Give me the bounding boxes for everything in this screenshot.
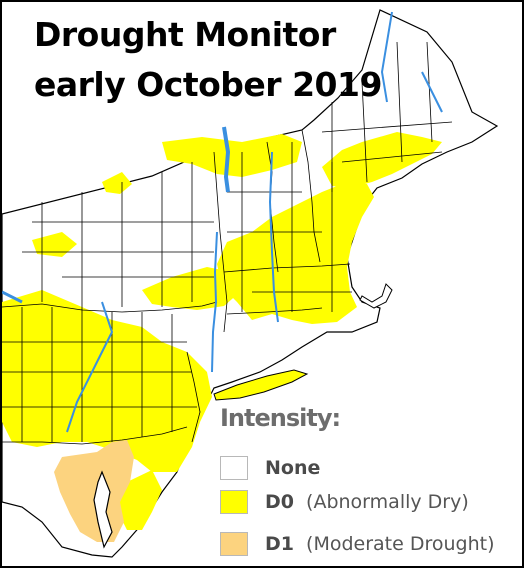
county-grid-ny <box>22 162 214 307</box>
county-grid-pa <box>2 307 197 442</box>
d0-region-maine-coast <box>322 132 442 188</box>
legend-item-d0: D0 (Abnormally Dry) <box>220 488 469 516</box>
legend-code-none: None <box>265 457 321 479</box>
d1-region <box>54 440 134 542</box>
d0-region-north-ny <box>102 172 132 194</box>
d0-region-vermont-north <box>162 134 302 177</box>
county-boundaries <box>2 41 453 445</box>
boundary-ny-pa <box>2 301 218 313</box>
boundary-nh-me <box>301 129 321 263</box>
county-grid-new-england <box>227 142 352 312</box>
legend-code-d1: D1 <box>265 533 294 555</box>
lake-champlain <box>222 126 231 193</box>
boundary-ny-ne <box>213 151 228 333</box>
d0-region-west-ny <box>32 232 77 257</box>
legend-item-none: None <box>220 454 326 482</box>
boundary-ma-north <box>223 263 351 273</box>
legend-description-d0: (Abnormally Dry) <box>306 491 469 513</box>
d0-regions <box>2 132 442 530</box>
d0-region-new-england <box>217 182 374 324</box>
legend-code-d0: D0 <box>265 491 294 513</box>
boundary-pa-south <box>2 426 188 445</box>
susquehanna-river <box>66 301 114 433</box>
county-grid-maine <box>321 41 453 192</box>
lake-ontario-shore <box>2 290 23 304</box>
boundary-nj <box>186 351 201 443</box>
water-features <box>2 11 443 433</box>
d0-region-south <box>2 290 212 472</box>
connecticut-river <box>268 151 279 323</box>
legend-swatch-none <box>220 456 248 480</box>
long-island <box>213 369 309 401</box>
legend-label-none: None <box>265 457 326 479</box>
legend-label-d0: D0 (Abnormally Dry) <box>265 491 469 513</box>
map-title: Drought Monitor early October 2019 <box>34 10 382 110</box>
legend-swatch-d1 <box>220 532 248 556</box>
kennebec-river <box>380 11 393 103</box>
intensity-legend: Intensity: None D0 (Abnormally Dry) D1 (… <box>216 402 520 566</box>
hudson-river <box>211 231 218 373</box>
legend-description-d1: (Moderate Drought) <box>306 533 495 555</box>
legend-label-d1: D1 (Moderate Drought) <box>265 533 495 555</box>
chesapeake-bay <box>93 470 113 549</box>
legend-swatch-d0 <box>220 490 248 514</box>
legend-title: Intensity: <box>220 404 341 432</box>
boundary-ct-ma <box>226 307 323 315</box>
cape-cod <box>359 283 393 309</box>
penobscot-river <box>421 71 443 113</box>
map-title-line-2: early October 2019 <box>34 65 382 104</box>
legend-item-d1: D1 (Moderate Drought) <box>220 530 495 558</box>
map-title-line-1: Drought Monitor <box>34 15 336 54</box>
